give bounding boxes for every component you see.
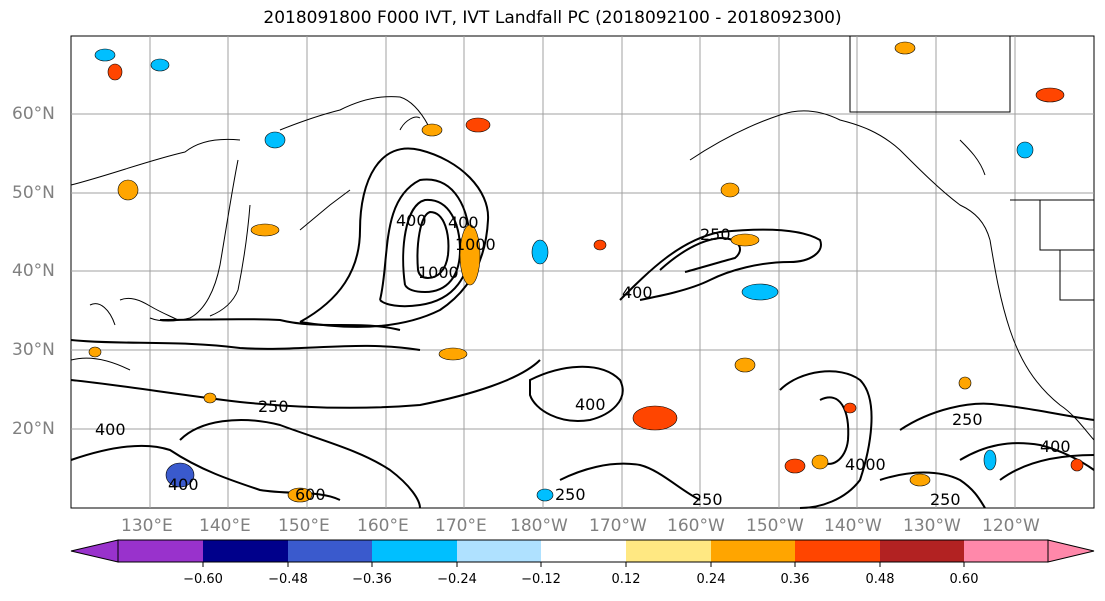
colorbar-bin	[626, 540, 711, 562]
contour-label: 250	[258, 397, 289, 416]
contour-label: 600	[295, 485, 326, 504]
contour-label: 400	[1040, 437, 1071, 456]
lon-label: 150°E	[278, 516, 330, 536]
pc-shading	[88, 41, 1084, 503]
lon-label: 160°W	[667, 516, 725, 536]
lat-label-50n: 50°N	[12, 183, 55, 203]
contour-label: 400	[95, 420, 126, 439]
contour-label: 250	[700, 225, 731, 244]
lon-label: 150°W	[746, 516, 804, 536]
colorbar-tick-label: −0.24	[437, 572, 477, 587]
colorbar-tick-label: 0.60	[949, 572, 979, 587]
colorbar-bin	[203, 540, 288, 562]
contour-label: 400	[448, 213, 479, 232]
lon-label: 170°W	[589, 516, 647, 536]
lon-label: 180°W	[510, 516, 568, 536]
colorbar-tick-label: 0.24	[696, 572, 726, 587]
lon-label: 170°E	[435, 516, 487, 536]
colorbar-extend-high	[1047, 539, 1095, 563]
lat-label-20n: 20°N	[12, 419, 55, 439]
colorbar-tick-label: −0.12	[521, 572, 561, 587]
colorbar-tick-label: −0.48	[268, 572, 308, 587]
coastlines	[70, 36, 1095, 441]
colorbar-tick-label: 0.48	[865, 572, 895, 587]
map-title: 2018091800 F000 IVT, IVT Landfall PC (20…	[263, 8, 842, 28]
contour-label: 250	[952, 410, 983, 429]
contour-labels: 250 400 1000 1000 400 400 250 400 400 40…	[95, 211, 1071, 509]
lon-label: 140°W	[824, 516, 882, 536]
colorbar-bin	[711, 540, 795, 562]
lon-label: 120°W	[982, 516, 1040, 536]
colorbar-bin	[541, 540, 626, 562]
lat-label-40n: 40°N	[12, 261, 55, 281]
colorbar-tick-label: 0.36	[780, 572, 810, 587]
colorbar-bin	[372, 540, 457, 562]
colorbar	[70, 539, 1095, 567]
colorbar-bin	[795, 540, 880, 562]
lon-label: 130°W	[903, 516, 961, 536]
lat-label-30n: 30°N	[12, 340, 55, 360]
lon-label: 160°E	[357, 516, 409, 536]
contour-label: 1000	[455, 235, 496, 254]
colorbar-bin	[964, 540, 1048, 562]
colorbar-tick-label: 0.12	[611, 572, 641, 587]
lat-label-60n: 60°N	[12, 104, 55, 124]
contour-label: 400	[622, 283, 653, 302]
colorbar-bin	[880, 540, 964, 562]
colorbar-tick-label: −0.60	[183, 572, 223, 587]
colorbar-bin	[288, 540, 372, 562]
colorbar-bin	[457, 540, 541, 562]
colorbar-bin	[118, 540, 203, 562]
map-panel: 250 400 1000 1000 400 400 250 400 400 40…	[70, 35, 1095, 509]
contour-label: 250	[930, 490, 961, 509]
colorbar-tick-label: −0.36	[352, 572, 392, 587]
contour-label: 4000	[845, 455, 886, 474]
colorbar-extend-low	[70, 539, 119, 563]
contour-label: 400	[168, 475, 199, 494]
contour-label: 400	[396, 211, 427, 230]
contour-label: 250	[692, 490, 723, 509]
lon-label: 140°E	[199, 516, 251, 536]
contour-label: 1000	[418, 263, 459, 282]
contour-label: 400	[575, 395, 606, 414]
contour-label: 250	[555, 485, 586, 504]
lon-label: 130°E	[121, 516, 173, 536]
